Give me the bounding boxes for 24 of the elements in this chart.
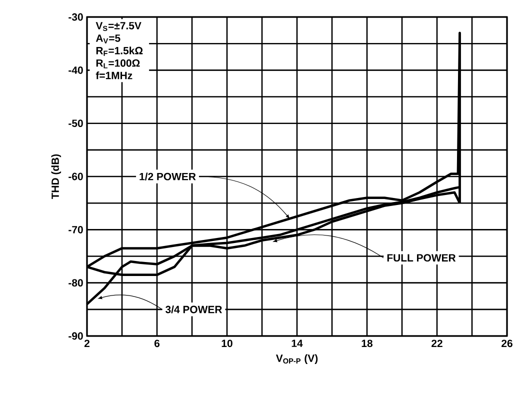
y-tick-label: -30	[68, 13, 83, 21]
y-tick-label: -70	[68, 226, 83, 234]
annotation: f=1MHz	[96, 72, 132, 80]
annotation: 3/4 POWER	[166, 306, 222, 314]
y-tick-label: -50	[68, 120, 83, 128]
y-tick-label: -80	[68, 279, 83, 287]
x-tick-label: 10	[222, 340, 232, 348]
x-tick-label: 18	[362, 340, 372, 348]
annotation: FULL POWER	[387, 254, 456, 262]
annotation: R$_{F}$=1.5kΩ	[96, 46, 143, 56]
x-tick-label: 26	[502, 340, 512, 348]
annotation: R$_{L}$=100Ω	[96, 59, 140, 68]
x-tick-label: 14	[292, 340, 303, 347]
x-tick-label: 2	[84, 340, 90, 347]
x-tick-label: 6	[154, 340, 160, 348]
annotation: 1/2 POWER	[140, 172, 196, 180]
y-tick-label: -40	[68, 66, 83, 74]
annotation: A$_{V}$=5	[96, 34, 120, 44]
y-axis-title: THD (dB)	[51, 154, 62, 200]
x-tick-label: 22	[432, 340, 442, 347]
x-axis-title: V$_{OP-P}$ (V)	[276, 354, 318, 364]
annotation: V$_{S}$=±7.5V	[96, 22, 142, 32]
y-tick-label: -60	[68, 172, 83, 180]
y-tick-label: -90	[68, 332, 83, 340]
